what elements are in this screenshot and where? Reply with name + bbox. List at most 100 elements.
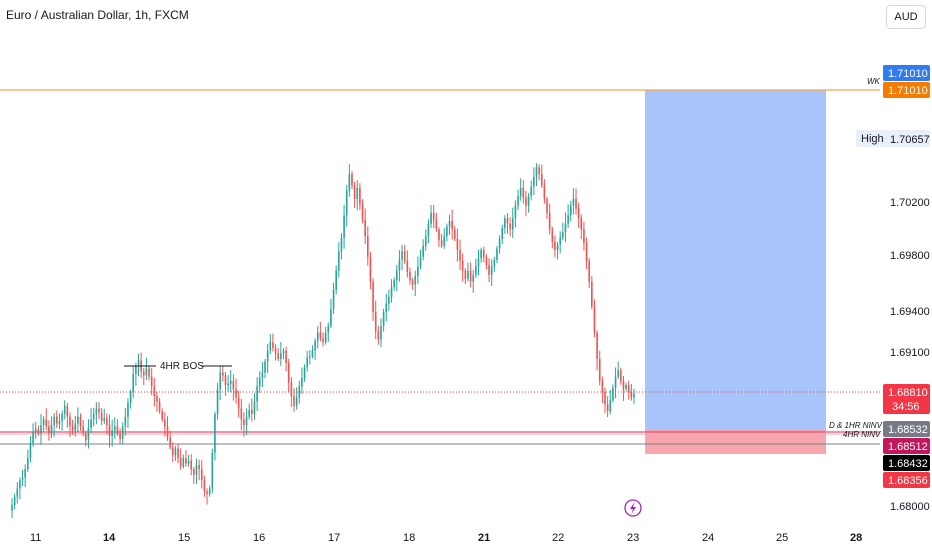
candle [540,174,543,186]
candle [177,448,179,459]
candle [277,353,280,359]
candle [53,416,55,426]
candle [327,325,330,333]
candle [435,219,438,230]
candle [556,244,559,250]
candle [364,219,366,237]
candle [161,411,164,420]
candle [448,220,451,227]
candle [366,236,369,257]
candle [13,496,16,505]
x-tick: 28 [850,532,862,544]
candle [480,249,482,259]
candle [335,270,337,290]
candle [295,397,298,406]
candle [103,418,106,421]
candle [245,416,248,426]
candle [45,419,48,427]
candle [74,423,77,431]
candle [422,245,424,257]
candle [280,353,282,359]
candle [330,309,332,326]
candle [208,488,211,494]
candle [248,409,251,417]
candle [393,280,395,288]
candle [106,418,108,426]
candle [380,325,382,340]
candle [32,431,34,443]
candle [274,347,277,354]
candle [145,368,148,376]
candle [572,198,575,206]
candle [519,187,522,197]
candle [369,256,372,282]
candle [214,414,216,453]
time-axis[interactable]: 11 14 15 16 17 18 21 22 23 24 25 28 [30,532,862,544]
candle [527,196,530,206]
candle [124,416,127,427]
candle [593,306,596,333]
red-price-text: 1.68356 [888,475,928,487]
candle [222,372,224,376]
candle [240,408,243,420]
candle [577,208,580,219]
candle [21,477,24,481]
candle [546,198,548,213]
price-axis[interactable]: 1.70200 1.69800 1.69400 1.69100 1.68000 … [856,65,930,513]
candle [583,229,585,244]
candle [113,426,116,431]
candle [345,190,348,216]
candle [42,419,45,426]
candle [496,248,498,260]
candle [211,452,214,489]
candle [575,198,577,209]
candle [82,426,84,434]
candle [401,251,403,260]
candle [61,414,63,421]
x-tick: 21 [478,532,490,544]
candle [237,397,240,409]
high-value: 1.70657 [890,134,930,146]
candle [322,338,324,343]
ninv-4h-text: 1.68512 [888,441,928,453]
candle [316,332,319,341]
candle [190,460,193,470]
candle [66,405,69,417]
candle [432,212,435,220]
candle [559,237,562,245]
candle [179,458,182,467]
candle [340,237,343,252]
candle [622,380,625,390]
candle [200,469,203,481]
candle [90,419,92,428]
candle [164,419,166,427]
candle [63,405,66,415]
candle [98,408,100,413]
candle [337,251,340,271]
candle [385,303,388,312]
lightning-icon[interactable] [624,499,642,517]
candle [272,342,274,348]
ninv-4h-tag [883,438,930,454]
candle [135,365,137,375]
candle [453,229,456,239]
high-tag [856,130,930,147]
candle [119,433,121,439]
currency-button[interactable]: AUD [886,5,926,29]
candle [55,416,58,424]
candle [287,362,290,383]
candle [206,491,208,494]
candle [58,420,61,424]
candle [351,174,353,186]
candle [137,360,140,366]
candle [382,311,385,326]
chart-title: Euro / Australian Dollar, 1h, FXCM [6,8,189,22]
candle [166,426,169,438]
candle [398,259,401,271]
candle [543,185,546,199]
target-zone[interactable] [645,90,826,430]
ninv-d1-text: 1.68532 [888,424,928,436]
candle [148,368,150,377]
candle [29,442,32,459]
